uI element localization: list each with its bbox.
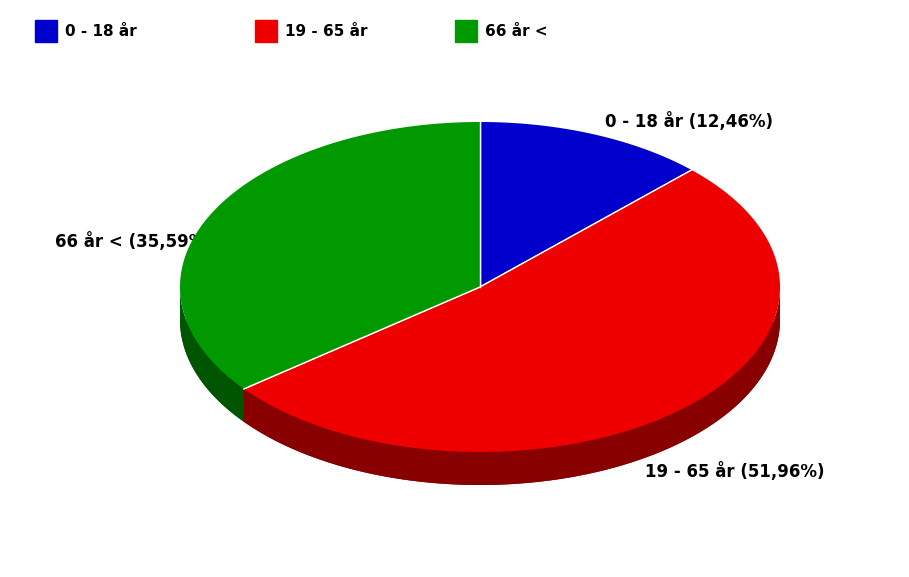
Bar (255, 20, 277, 42)
Polygon shape (480, 122, 692, 287)
Polygon shape (244, 288, 780, 485)
Polygon shape (244, 287, 480, 422)
Polygon shape (244, 287, 480, 422)
Polygon shape (180, 320, 480, 422)
Text: 19 - 65 år: 19 - 65 år (285, 24, 367, 39)
Text: 0 - 18 år: 0 - 18 år (65, 24, 136, 39)
Text: 19 - 65 år (51,96%): 19 - 65 år (51,96%) (645, 463, 824, 481)
Polygon shape (244, 320, 780, 485)
Polygon shape (180, 122, 480, 389)
Text: 66 år <: 66 år < (485, 24, 547, 39)
Polygon shape (244, 170, 780, 452)
Bar (455, 20, 477, 42)
Bar (35, 20, 57, 42)
Text: 0 - 18 år (12,46%): 0 - 18 år (12,46%) (605, 113, 773, 132)
Text: 66 år < (35,59%): 66 år < (35,59%) (55, 233, 213, 252)
Polygon shape (180, 288, 244, 422)
